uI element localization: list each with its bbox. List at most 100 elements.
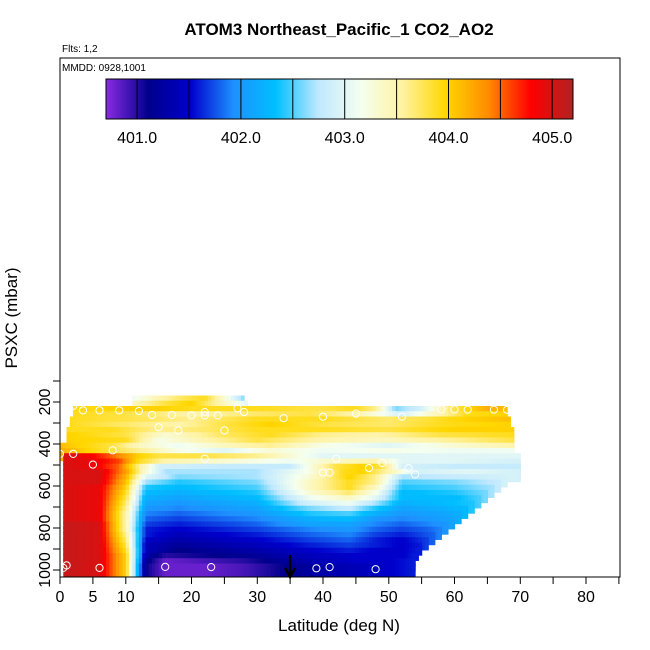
heatmap-cell [99, 563, 104, 577]
heatmap-cell [181, 563, 186, 577]
heatmap-cell [411, 563, 416, 577]
heatmap-cell [122, 563, 127, 577]
heatmap-cell [418, 542, 423, 556]
x-tick-label: 20 [183, 589, 201, 606]
colorbar-tick-label: 403.0 [325, 130, 365, 147]
heatmap-cell [359, 563, 364, 577]
heatmap-cell [362, 563, 367, 577]
observation-point [318, 468, 328, 477]
heatmap-cell [323, 563, 327, 577]
heatmap-cell [89, 563, 94, 577]
observation-point [187, 411, 196, 420]
heatmap-cell [280, 563, 285, 577]
heatmap-cell [401, 563, 406, 577]
x-axis-label: Latitude (deg N) [278, 616, 400, 635]
heatmap-cell [63, 563, 68, 577]
heatmap-cell [224, 563, 229, 577]
observation-point [364, 464, 374, 473]
x-tick-label: 0 [56, 589, 65, 606]
heatmap-cell [217, 563, 222, 577]
heatmap-cell [286, 563, 291, 577]
heatmap-cell [221, 563, 225, 577]
observation-point [108, 446, 117, 455]
observation-point [312, 564, 321, 573]
observation-point [450, 405, 459, 414]
observation-point [489, 405, 498, 414]
observation-point [503, 405, 512, 414]
heatmap-cell [253, 563, 258, 577]
colorbar-tick-label: 404.0 [428, 130, 468, 147]
heatmap-cell [198, 563, 202, 577]
heatmap-cell [428, 532, 433, 546]
heatmap-cell [263, 563, 268, 577]
heatmap-cell [230, 563, 235, 577]
heatmap-cell [168, 563, 173, 577]
heatmap-cell [129, 563, 133, 577]
observation-point [154, 423, 163, 432]
heatmap-cell [234, 563, 239, 577]
observation-point [417, 562, 426, 572]
observation-point [463, 405, 472, 414]
heatmap-cell [296, 563, 301, 577]
colorbar-tick-labels: 401.0 402.0 403.0 404.0 405.0 [117, 130, 572, 147]
heatmap-cell [270, 563, 275, 577]
heatmap-cell [171, 563, 176, 577]
heatmap-cell [424, 537, 429, 551]
heatmap-cell [267, 563, 271, 577]
heatmap-cell [431, 532, 436, 546]
heatmap-cell [299, 563, 304, 577]
observation-point [411, 470, 420, 479]
heatmap-cell [125, 563, 130, 577]
heatmap-cell [184, 563, 189, 577]
heatmap-cell [336, 563, 341, 577]
heatmap-cell [408, 563, 413, 577]
heatmap-cell [342, 563, 347, 577]
heatmap-cell [385, 563, 390, 577]
heatmap-cell [69, 563, 74, 577]
heatmap-cell [194, 563, 199, 577]
observation-point [200, 411, 209, 420]
observation-point [332, 454, 341, 463]
heatmap-cell [500, 474, 505, 488]
heatmap-cell [441, 521, 446, 535]
y-tick-label: 600 [37, 473, 54, 500]
heatmap-cell [464, 505, 469, 519]
observation-point [404, 464, 413, 473]
observation-point [351, 409, 360, 418]
heatmap-cell [339, 563, 344, 577]
y-tick-label: 1000 [37, 552, 54, 588]
heatmap-cell [92, 563, 97, 577]
heatmap-cell [201, 563, 206, 577]
heatmap-cell [96, 563, 101, 577]
heatmap-cell [83, 563, 87, 577]
heatmap-cell [145, 563, 150, 577]
colorbar: 401.0 402.0 403.0 404.0 405.0 [105, 78, 574, 147]
heatmap-cell [484, 490, 488, 504]
heatmap-cell [457, 511, 462, 525]
heatmap-cell [470, 500, 475, 514]
heatmap-cell [102, 563, 107, 577]
heatmap-cell [313, 563, 318, 577]
heatmap-cell [109, 563, 114, 577]
y-tick-label: 800 [37, 515, 54, 542]
heatmap-cell [461, 505, 465, 519]
x-tick-label: 80 [577, 589, 595, 606]
observation-point [325, 563, 334, 572]
observation-point [220, 426, 229, 435]
heatmap-cell [303, 563, 308, 577]
x-tick-label: 30 [248, 589, 266, 606]
heatmap-cell [369, 563, 373, 577]
observation-points [55, 401, 512, 574]
heatmap-cell [119, 563, 124, 577]
heatmap-cell [247, 563, 252, 577]
heatmap-cell [306, 563, 311, 577]
observation-point [161, 562, 170, 572]
heatmap-cell [276, 563, 281, 577]
x-tick-label: 60 [446, 589, 464, 606]
observation-point [240, 408, 249, 417]
heatmap-cell [497, 479, 502, 493]
heatmap-cell [451, 516, 456, 530]
heatmap-cell [250, 563, 255, 577]
heatmap-cell [191, 563, 196, 577]
